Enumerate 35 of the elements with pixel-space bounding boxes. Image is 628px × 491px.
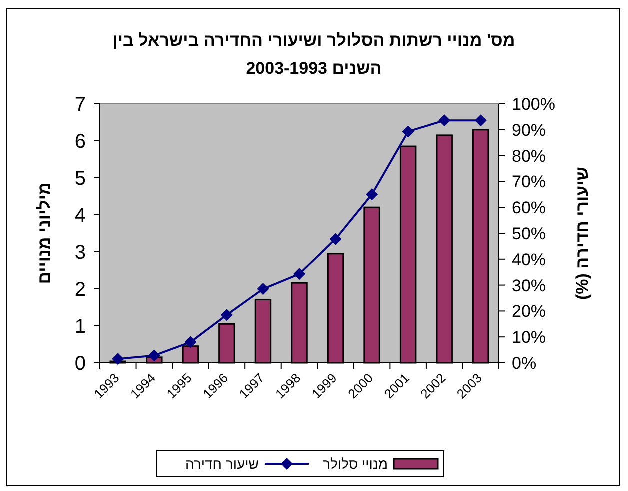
- y2-tick-label: 100%: [512, 95, 556, 114]
- point: [366, 188, 378, 201]
- y2-axis-title: שיעורי חדירה (%): [573, 166, 592, 300]
- legend-label: מנויי סלולר: [323, 456, 388, 472]
- y2-tick-label: 40%: [512, 250, 546, 270]
- point: [184, 336, 197, 348]
- y2-tick-label: 30%: [512, 276, 546, 296]
- y2-tick-label: 10%: [512, 328, 546, 348]
- y2-tick-label: 70%: [512, 172, 546, 192]
- y-tick-label: 2: [74, 279, 86, 301]
- y-tick-label: 1: [74, 316, 86, 338]
- point: [148, 350, 160, 362]
- point: [330, 233, 342, 246]
- point: [220, 309, 233, 322]
- y2-tick-label: 20%: [512, 302, 546, 322]
- y2-tick-label: 90%: [512, 120, 546, 140]
- y2-tick-label: 80%: [512, 146, 546, 166]
- point: [112, 353, 124, 366]
- y-axis-title: מיליוני מנויים: [35, 182, 54, 284]
- y-tick-label: 0: [74, 353, 86, 375]
- y2-tick-label: 0%: [512, 354, 537, 373]
- legend-label: שיעור חדירה: [185, 456, 259, 472]
- point: [294, 268, 306, 280]
- point: [474, 114, 487, 127]
- y-tick-label: 7: [74, 94, 86, 116]
- point: [438, 114, 451, 127]
- point: [402, 126, 414, 138]
- y-tick-label: 4: [74, 205, 86, 227]
- y-tick-label: 6: [74, 131, 86, 153]
- y-tick-label: 3: [74, 242, 86, 264]
- y2-tick-label: 60%: [512, 198, 546, 218]
- point: [257, 283, 270, 296]
- y2-tick-label: 50%: [512, 224, 546, 244]
- chart-title: מס' מנויי רשתות הסלולר ושיעורי החדירה בישראל בין השנים 2003-1993: [112, 31, 516, 78]
- y-tick-label: 5: [74, 168, 86, 190]
